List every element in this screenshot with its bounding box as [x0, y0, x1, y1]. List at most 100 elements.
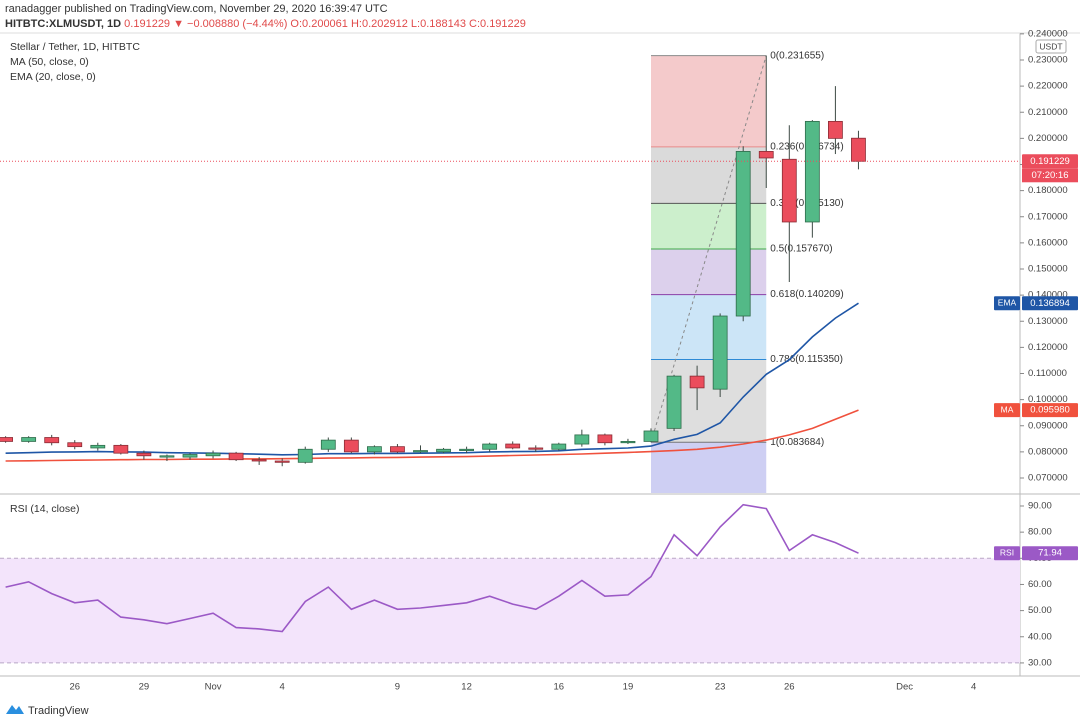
rsi-tick-label: 80.00 [1028, 527, 1052, 538]
y-tick-label: 0.130000 [1028, 316, 1068, 327]
y-tick-label: 0.200000 [1028, 133, 1068, 144]
candle-body [643, 430, 659, 442]
chart-area: 0(0.231655)0.236(0.196734)0.382(0.175130… [0, 28, 1080, 693]
price-badge-label: 71.94 [1038, 548, 1062, 559]
rsi-tick-label: 40.00 [1028, 631, 1052, 642]
candle-body [828, 120, 843, 139]
x-tick-label: 9 [395, 682, 400, 693]
candle-body [205, 452, 221, 457]
rsi-band [0, 558, 1020, 663]
rsi-tick-label: 50.00 [1028, 605, 1052, 616]
candle-body [804, 120, 820, 223]
candle-body [413, 450, 428, 453]
fib-label: 0(0.231655) [770, 50, 824, 61]
candle-body [44, 437, 60, 444]
y-tick-label: 0.150000 [1028, 264, 1068, 275]
x-tick-label: 26 [69, 682, 80, 693]
candle-body [228, 452, 244, 461]
candle-body [666, 375, 682, 429]
candle-body [781, 158, 797, 223]
x-tick-label: 4 [971, 682, 976, 693]
y-tick-label: 0.120000 [1028, 342, 1068, 353]
price-badge [1022, 403, 1078, 418]
fib-label: 0.786(0.115350) [770, 354, 843, 365]
candle-body [390, 446, 405, 453]
candle-body [735, 151, 751, 317]
candle-body [113, 444, 129, 454]
symbol: HITBTC:XLMUSDT, 1D [5, 18, 121, 30]
legend-entry: EMA (20, close, 0) [10, 71, 96, 83]
y-tick-label: 0.140000 [1028, 290, 1068, 301]
price-badge-label: 0.095980 [1030, 405, 1070, 416]
tag-box [994, 296, 1020, 311]
candle-body [67, 442, 83, 448]
candle-body [505, 443, 521, 449]
candle-body [21, 437, 37, 442]
symbol-line: HITBTC:XLMUSDT, 1D 0.191229 ▼ −0.008880 … [5, 18, 526, 30]
candle-body [366, 446, 382, 453]
x-tick-label: 19 [623, 682, 634, 693]
x-tick-label: 29 [139, 682, 150, 693]
candle-body [482, 443, 498, 450]
logo [6, 705, 24, 714]
y-tick-label: 0.180000 [1028, 185, 1068, 196]
chart-title: Stellar / Tether, 1D, HITBTC [10, 41, 140, 53]
candle-body [343, 439, 359, 453]
price-pane: 0(0.231655)0.236(0.196734)0.382(0.175130… [0, 50, 866, 493]
x-tick-label: 12 [461, 682, 472, 693]
countdown: 07:20:16 [1032, 170, 1069, 181]
rsi-tick-label: 90.00 [1028, 501, 1052, 512]
x-tick-label: Nov [205, 682, 222, 693]
candle-body [136, 452, 152, 457]
published-line: ranadagger published on TradingView.com,… [5, 3, 388, 15]
candle-body [90, 444, 106, 449]
tag-label: EMA [998, 297, 1017, 307]
y-tick-label: 0.100000 [1028, 394, 1068, 405]
overlay-line [5, 302, 859, 456]
ohlc: O:0.200061 H:0.202912 L:0.188143 C:0.191… [290, 18, 525, 30]
y-tick-label: 0.210000 [1028, 107, 1068, 118]
legend-entry: MA (50, close, 0) [10, 56, 89, 68]
rsi-tick-label: 60.00 [1028, 579, 1052, 590]
candle-body [274, 460, 290, 463]
candle-body [297, 448, 313, 463]
candle-body [436, 448, 451, 453]
candle-body [251, 459, 267, 462]
currency: USDT [1039, 41, 1062, 51]
y-tick-label: 0.230000 [1028, 55, 1068, 66]
candle-body [758, 151, 774, 159]
candle-body [320, 439, 336, 450]
price-badge [1022, 296, 1078, 311]
rsi-line [5, 503, 859, 633]
candle-body [459, 448, 475, 451]
fib-label: 0.5(0.157670) [770, 244, 832, 255]
candle-body [574, 434, 590, 445]
y-tick-label: 0.110000 [1028, 368, 1067, 379]
price-badge-label: 0.191229 [1030, 156, 1070, 167]
footer-brand: TradingView [28, 705, 89, 717]
y-tick-label: 0.070000 [1028, 473, 1068, 484]
x-tick-label: Dec [896, 682, 913, 693]
price-badge [1022, 546, 1078, 561]
tag-label: MA [1001, 404, 1014, 414]
fib-zone [651, 442, 767, 493]
candle-body [0, 437, 14, 442]
x-tick-label: 26 [784, 682, 795, 693]
candle-body [182, 454, 198, 458]
candle-body [597, 434, 613, 444]
y-tick-label: 0.160000 [1028, 237, 1068, 248]
candle-body [712, 315, 728, 390]
fib-label: 0.618(0.140209) [770, 289, 843, 300]
y-tick-label: 0.240000 [1028, 28, 1068, 39]
x-tick-label: 16 [554, 682, 565, 693]
tag-label: RSI [1000, 547, 1014, 557]
x-tick-label: 4 [280, 682, 285, 693]
change: 0.191229 ▼ −0.008880 (−4.44%) [124, 18, 287, 30]
tag-box [994, 546, 1020, 561]
y-tick-label: 0.090000 [1028, 420, 1068, 431]
currency-box [1035, 39, 1067, 54]
y-tick-label: 0.080000 [1028, 446, 1068, 457]
x-tick-label: 23 [715, 682, 726, 693]
y-tick-label: 0.220000 [1028, 81, 1068, 92]
